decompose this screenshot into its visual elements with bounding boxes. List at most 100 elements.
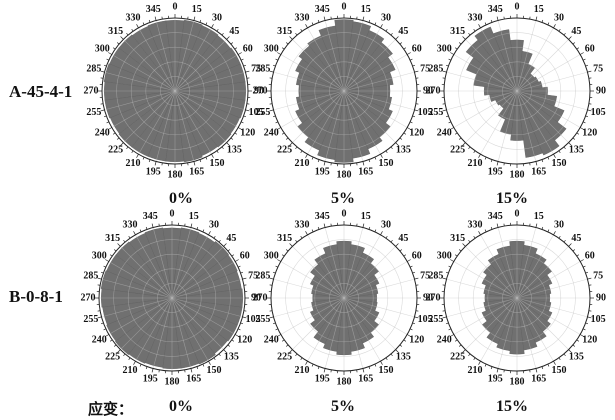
grid-spoke [101,297,173,318]
tick-mark [103,115,107,118]
tick-label: 195 [488,373,503,384]
tick-mark [496,223,499,228]
tick-mark [462,349,466,353]
tick-mark [272,64,276,67]
tick-mark [245,109,250,112]
tick-mark [410,328,413,331]
tick-mark [108,127,112,130]
tick-mark [106,58,109,61]
tick-label: 240 [437,334,452,345]
tick-label: 300 [264,43,279,54]
tick-mark [385,235,388,239]
tick-label: 15 [189,211,199,222]
tick-mark [407,259,411,262]
grid-spoke [120,246,173,299]
tick-mark [380,361,383,365]
grid-spoke [280,297,345,335]
grid-spoke [138,90,176,155]
tick-mark [454,339,458,342]
grid-spoke [171,261,236,299]
tick-mark [403,339,407,342]
tick-mark [148,19,151,23]
tick-mark [568,142,572,146]
grid-spoke [453,54,518,92]
tick-label: 30 [554,13,564,24]
grid-spoke [171,246,224,299]
grid-spoke [446,278,518,299]
tick-label: 255 [428,314,443,325]
tick-label: 195 [146,166,161,177]
tick-label: 210 [295,365,310,376]
strain-prefix: 应变： [88,400,134,418]
tick-mark [414,109,419,112]
tick-mark [311,157,314,160]
tick-label: 75 [248,271,258,282]
tick-mark [490,366,493,370]
tick-label: 270 [253,85,268,96]
tick-mark [120,142,124,146]
grid-spoke [516,90,569,143]
tick-mark [576,47,580,50]
tick-label: 60 [412,250,422,261]
tick-mark [97,277,102,280]
tick-mark [490,159,493,163]
tick-label: 345 [488,4,503,15]
grid-spoke [516,90,537,162]
tick-label: 180 [337,169,352,180]
tick-label: 345 [315,4,330,15]
tick-label: 15 [534,4,544,15]
tick-label: 285 [428,64,443,75]
grid-spoke [343,297,364,369]
grid-spoke [174,20,195,92]
tick-label: 330 [126,13,141,24]
tick-mark [442,109,447,112]
tick-mark [558,150,561,154]
tick-mark [374,157,377,160]
tick-label: 330 [295,13,310,24]
grid-spoke [497,297,518,369]
tick-label: 45 [571,26,581,37]
tick-mark [100,109,105,112]
tick-mark [317,19,320,23]
tick-mark [580,259,584,262]
tick-mark [484,229,487,232]
tick-mark [136,24,139,28]
tick-mark [462,36,466,40]
tick-mark [238,265,241,268]
tick-label: 165 [358,166,373,177]
tick-mark [385,357,388,361]
tick-mark [295,239,298,243]
grid-spoke [174,90,227,143]
tick-label: 315 [277,233,292,244]
tick-mark [113,249,117,252]
tick-mark [277,52,281,55]
grid-spoke [135,297,173,362]
tick-mark [478,231,481,235]
tick-label: 105 [246,314,261,325]
tick-mark [202,364,205,367]
grid-spoke [174,90,246,111]
grid-spoke [465,246,518,299]
tick-mark [414,316,419,319]
tick-mark [450,259,454,262]
grid-spoke [446,297,518,318]
tick-mark [311,229,314,232]
grid-spoke [497,227,518,299]
tick-mark [317,366,320,370]
tick-mark [238,127,242,130]
grid-spoke [497,90,518,162]
tick-mark [269,109,274,112]
tick-mark [445,322,449,325]
grid-spoke [155,90,176,162]
tick-label: 210 [295,158,310,169]
tick-mark [473,150,476,154]
tick-label: 315 [105,233,120,244]
grid-spoke [123,39,176,92]
tick-mark [277,127,281,130]
tick-label: 75 [420,64,430,75]
tick-mark [285,42,289,45]
tick-mark [231,254,235,257]
tick-mark [305,24,308,28]
